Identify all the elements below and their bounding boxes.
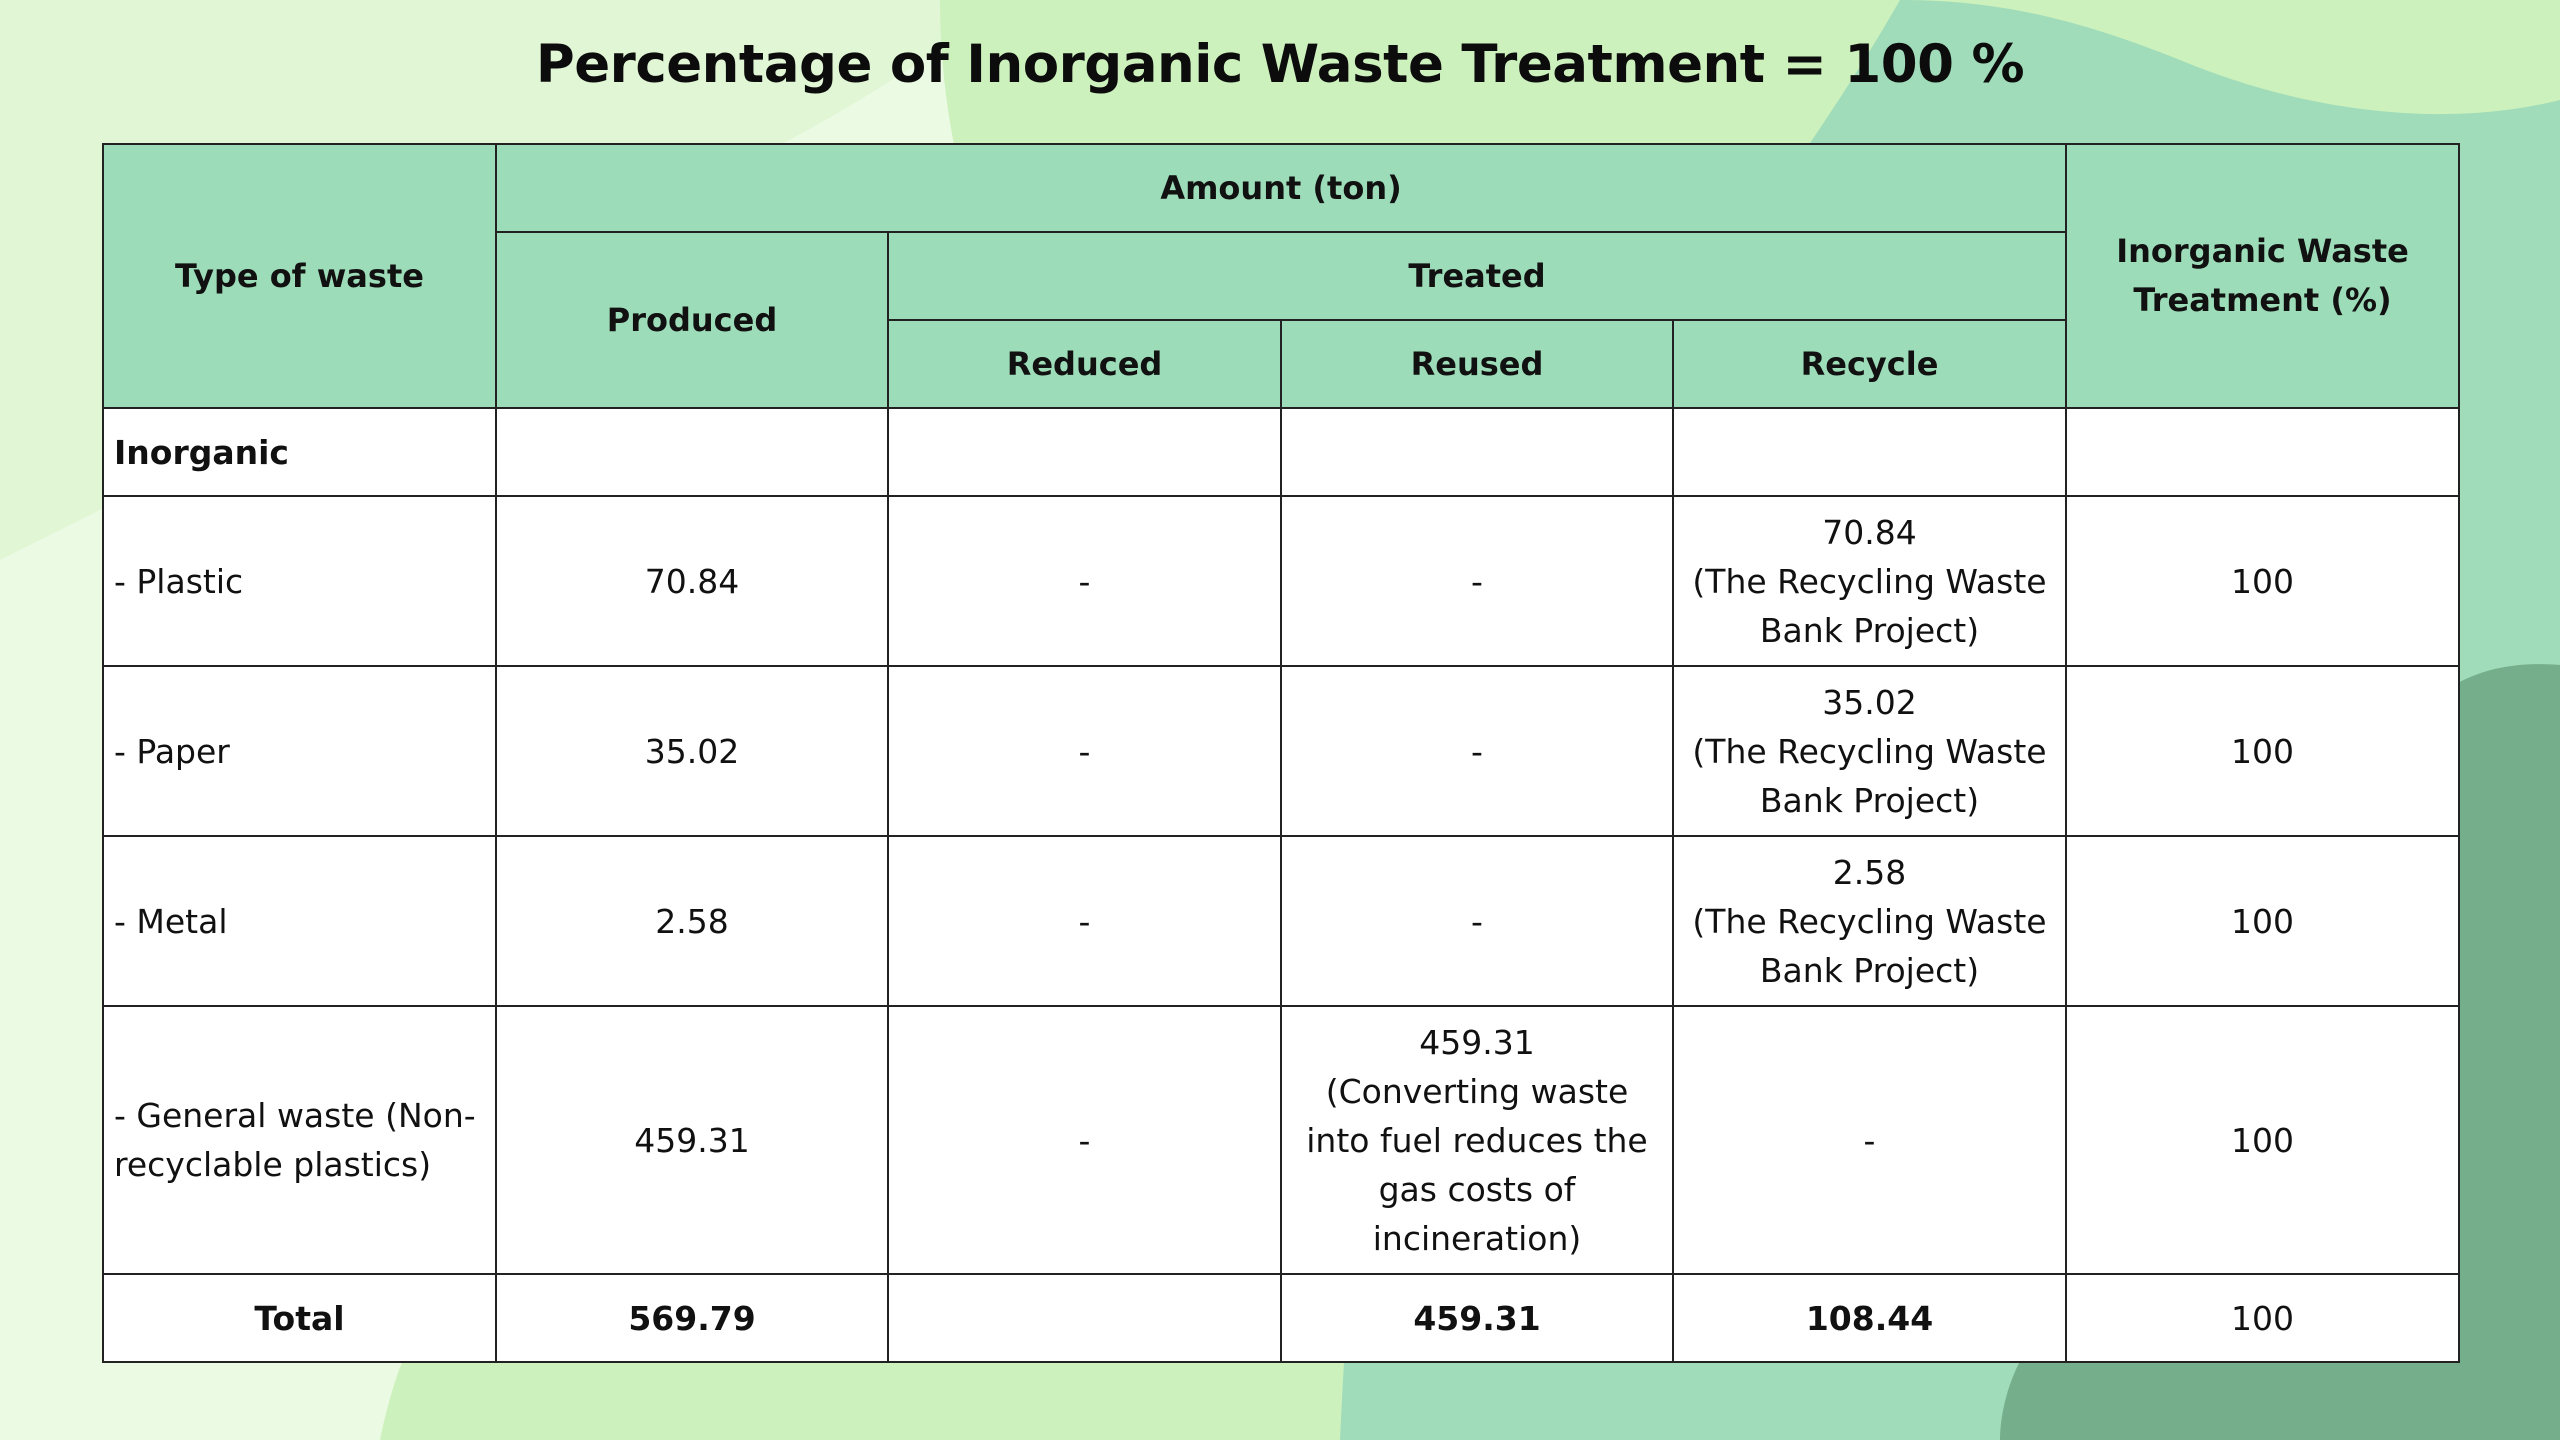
total-percent: 100 [2065,1273,2461,1363]
header-recycle: Recycle [1671,319,2068,409]
row-recycle: 35.02 (The Recycling Waste Bank Project) [1671,665,2068,837]
header-treated: Treated [886,231,2068,321]
row-percent: 100 [2065,495,2461,667]
row-produced: 70.84 [495,495,889,667]
total-reused: 459.31 [1280,1273,1674,1363]
row-produced: 2.58 [495,835,889,1007]
row-reused: - [1280,495,1674,667]
row-type: - General waste (Non-recyclable plastics… [102,1005,497,1275]
row-reused: 459.31 (Converting waste into fuel reduc… [1280,1005,1674,1275]
row-reduced: - [887,495,1282,667]
empty-cell [1671,407,2068,497]
row-recycle: 70.84 (The Recycling Waste Bank Project) [1671,495,2068,667]
section-label: Inorganic [102,407,497,497]
table-row: - General waste (Non-recyclable plastics… [102,1005,2461,1275]
empty-cell [1280,407,1674,497]
empty-cell [2065,407,2461,497]
header-treatment-percent: Inorganic Waste Treatment (%) [2065,143,2461,409]
reused-value: 459.31 [1419,1022,1535,1062]
total-label: Total [102,1273,497,1363]
header-reused: Reused [1280,319,1674,409]
header-amount: Amount (ton) [494,143,2068,233]
row-reused: - [1280,835,1674,1007]
row-type: - Plastic [102,495,497,667]
row-percent: 100 [2065,835,2461,1007]
row-percent: 100 [2065,665,2461,837]
total-produced: 569.79 [495,1273,889,1363]
row-type: - Metal [102,835,497,1007]
recycle-note: (The Recycling Waste Bank Project) [1692,731,2047,820]
row-percent: 100 [2065,1005,2461,1275]
row-reused: - [1280,665,1674,837]
table-row: - Paper 35.02 - - 35.02 (The Recycling W… [102,665,2461,837]
recycle-value: 70.84 [1822,512,1917,552]
page-title: Percentage of Inorganic Waste Treatment … [535,34,2025,95]
row-produced: 35.02 [495,665,889,837]
row-produced: 459.31 [495,1005,889,1275]
empty-cell [887,407,1282,497]
table-row: - Metal 2.58 - - 2.58 (The Recycling Was… [102,835,2461,1007]
header-produced: Produced [495,231,889,409]
recycle-value: 2.58 [1832,852,1907,892]
row-recycle: 2.58 (The Recycling Waste Bank Project) [1671,835,2068,1007]
reused-note: (Converting waste into fuel reduces the … [1306,1071,1648,1258]
row-recycle: - [1671,1005,2068,1275]
empty-cell [495,407,889,497]
recycle-note: (The Recycling Waste Bank Project) [1692,901,2047,990]
row-reduced: - [887,1005,1282,1275]
recycle-note: (The Recycling Waste Bank Project) [1692,561,2047,650]
recycle-value: 35.02 [1822,682,1917,722]
total-reduced [887,1273,1282,1363]
row-reduced: - [887,835,1282,1007]
header-reduced: Reduced [887,319,1282,409]
table-row: - Plastic 70.84 - - 70.84 (The Recycling… [102,495,2461,667]
total-recycle: 108.44 [1671,1273,2068,1363]
header-type-of-waste: Type of waste [102,143,497,409]
waste-treatment-table: Type of waste Amount (ton) Inorganic Was… [102,143,2461,1363]
row-reduced: - [887,665,1282,837]
table-row-section: Inorganic [102,407,2461,497]
table-row-total: Total 569.79 459.31 108.44 100 [102,1273,2461,1363]
row-type: - Paper [102,665,497,837]
